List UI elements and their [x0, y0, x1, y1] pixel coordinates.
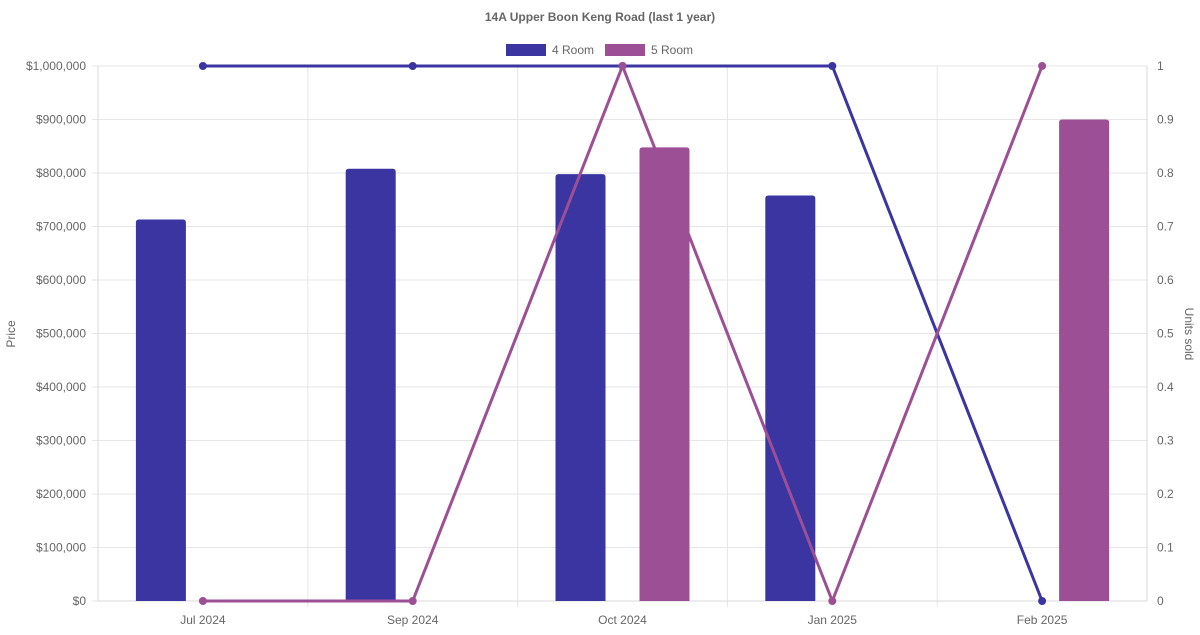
- x-tick-label: Feb 2025: [1017, 613, 1068, 627]
- y-left-tick-label: $1,000,000: [26, 59, 86, 73]
- point-4-room-jan-2025[interactable]: [828, 62, 837, 70]
- x-tick-label: Sep 2024: [387, 613, 439, 627]
- y-left-tick-label: $600,000: [36, 273, 86, 287]
- legend-label-5-room: 5 Room: [651, 43, 693, 57]
- y-right-tick-label: 0.1: [1157, 541, 1174, 555]
- x-tick-labels: Jul 2024 Sep 2024 Oct 2024 Jan 2025 Feb 2025: [180, 613, 1068, 627]
- y-left-tick-label: $400,000: [36, 380, 86, 394]
- bar-4-room-jan-2025[interactable]: [765, 195, 816, 601]
- bar-4-room-sep-2024[interactable]: [345, 168, 396, 601]
- legend-label-4-room: 4 Room: [552, 43, 594, 57]
- point-4-room-feb-2025[interactable]: [1038, 597, 1047, 605]
- y-left-tick-label: $800,000: [36, 166, 86, 180]
- legend-item-5-room[interactable]: 5 Room: [605, 43, 693, 57]
- y-left-tick-label: $0: [73, 594, 87, 608]
- bar-5-room-feb-2025[interactable]: [1059, 119, 1110, 602]
- y-left-tick-label: $100,000: [36, 541, 86, 555]
- y-right-tick-label: 0.9: [1157, 113, 1174, 127]
- x-tick-label: Jul 2024: [180, 613, 226, 627]
- chart-title: 14A Upper Boon Keng Road (last 1 year): [485, 10, 715, 24]
- y-right-tick-label: 0.5: [1157, 327, 1174, 341]
- bars: [135, 119, 1110, 602]
- point-4-room-jul-2024[interactable]: [198, 62, 207, 70]
- y-right-tick-labels: 0 0.1 0.2 0.3 0.4 0.5 0.6 0.7 0.8 0.9 1: [1157, 59, 1174, 608]
- legend-swatch-4-room: [506, 44, 546, 56]
- y-right-tick-label: 0.2: [1157, 487, 1174, 501]
- y-right-tick-label: 0.3: [1157, 434, 1174, 448]
- y-left-tick-label: $900,000: [36, 113, 86, 127]
- y-right-tick-label: 1: [1157, 59, 1164, 73]
- point-4-room-sep-2024[interactable]: [408, 62, 417, 70]
- legend-item-4-room[interactable]: 4 Room: [506, 43, 594, 57]
- point-5-room-sep-2024[interactable]: [408, 597, 417, 605]
- bar-4-room-oct-2024[interactable]: [555, 174, 606, 601]
- legend: 4 Room 5 Room: [506, 43, 693, 57]
- y-right-tick-label: 0.4: [1157, 380, 1174, 394]
- point-5-room-jan-2025[interactable]: [828, 597, 837, 605]
- y-right-tick-label: 0.8: [1157, 166, 1174, 180]
- x-tick-label: Oct 2024: [598, 613, 647, 627]
- y-left-tick-label: $200,000: [36, 487, 86, 501]
- point-5-room-feb-2025[interactable]: [1038, 62, 1047, 70]
- point-5-room-jul-2024[interactable]: [198, 597, 207, 605]
- point-5-room-oct-2024[interactable]: [618, 62, 627, 70]
- legend-swatch-5-room: [605, 44, 645, 56]
- y-left-axis-title: Price: [4, 320, 18, 348]
- bar-4-room-jul-2024[interactable]: [135, 219, 186, 602]
- x-tick-label: Jan 2025: [808, 613, 858, 627]
- y-left-tick-labels: $0 $100,000 $200,000 $300,000 $400,000 $500,0…: [26, 59, 86, 608]
- y-left-tick-label: $700,000: [36, 220, 86, 234]
- y-right-tick-label: 0.7: [1157, 220, 1174, 234]
- y-right-axis-title: Units sold: [1182, 308, 1196, 361]
- y-right-tick-label: 0.6: [1157, 273, 1174, 287]
- y-left-tick-label: $500,000: [36, 327, 86, 341]
- bar-5-room-oct-2024[interactable]: [639, 147, 690, 601]
- y-right-tick-label: 0: [1157, 594, 1164, 608]
- y-left-tick-label: $300,000: [36, 434, 86, 448]
- lines: [198, 62, 1047, 605]
- gridlines: [92, 65, 1148, 607]
